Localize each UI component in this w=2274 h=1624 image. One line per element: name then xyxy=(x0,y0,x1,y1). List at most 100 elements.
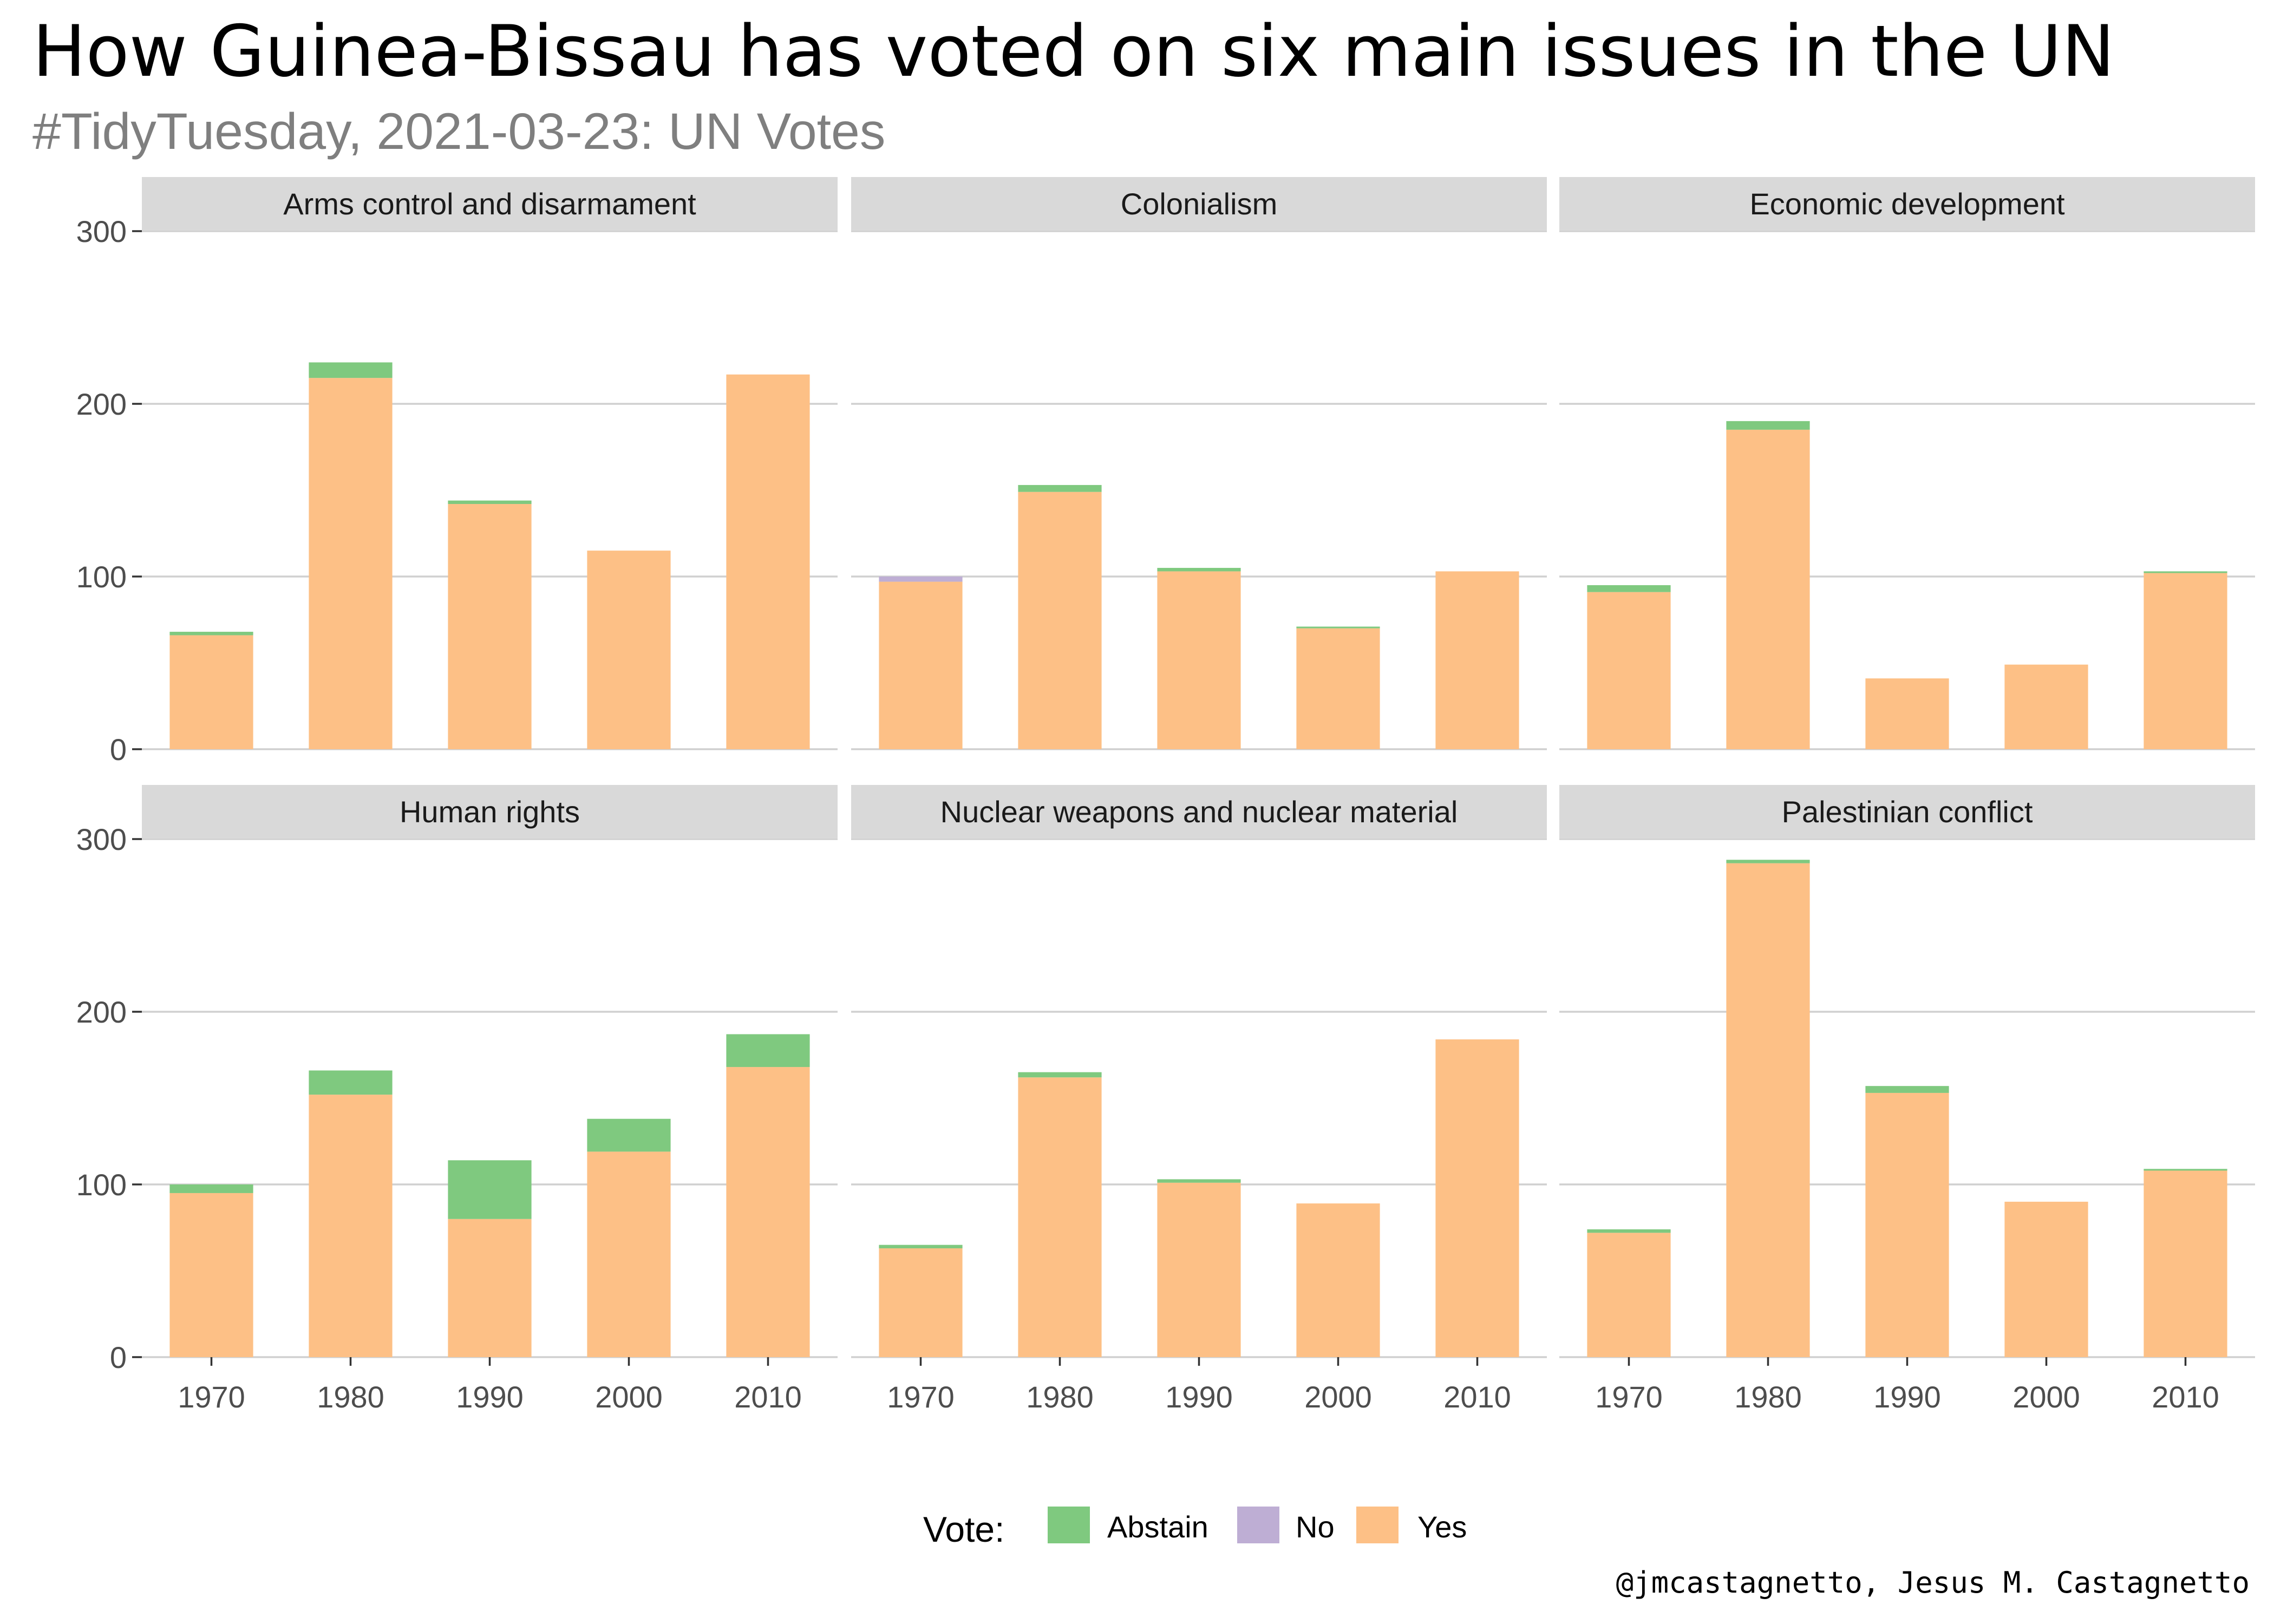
x-tick-label: 1980 xyxy=(1734,1380,1802,1414)
bar-yes xyxy=(2144,573,2227,749)
legend-label-no: No xyxy=(1296,1510,1335,1544)
bar-yes xyxy=(587,1151,671,1357)
bar-yes xyxy=(309,1095,393,1357)
bar-abstain xyxy=(309,1070,393,1095)
facet-title: Palestinian conflict xyxy=(1782,795,2033,829)
bar-yes xyxy=(1435,571,1519,749)
bar-yes xyxy=(1726,863,1810,1357)
bar-yes xyxy=(879,581,963,749)
x-tick-label: 1990 xyxy=(1165,1380,1233,1414)
bar-abstain xyxy=(2144,571,2227,573)
facet-colonialism: Colonialism xyxy=(851,177,1547,750)
bar-yes xyxy=(2004,1201,2088,1357)
x-tick-label: 1980 xyxy=(1026,1380,1094,1414)
bar-abstain xyxy=(169,632,253,636)
bar-abstain xyxy=(1865,1086,1949,1093)
bar-abstain xyxy=(1296,626,1380,628)
facet-arms-control-and-disarmament: Arms control and disarmament 0 100 200 300 xyxy=(76,177,838,767)
facet-strip xyxy=(142,785,838,838)
x-tick-label: 1970 xyxy=(1595,1380,1663,1414)
legend-swatch-yes xyxy=(1356,1507,1399,1543)
facet-human-rights: Human rights 0 100 200 300 1970 1980 1990 2000 20… xyxy=(76,785,838,1414)
bar-abstain xyxy=(2144,1169,2227,1171)
facet-panels: Arms control and disarmament 0 100 200 300 Co… xyxy=(76,177,2255,1414)
bar-yes xyxy=(1157,571,1241,749)
bar-abstain xyxy=(1726,860,1810,863)
x-tick-label: 2010 xyxy=(2152,1380,2219,1414)
bar-yes xyxy=(169,635,253,749)
y-tick-label: 300 xyxy=(76,822,127,856)
y-tick-label: 100 xyxy=(76,1168,127,1202)
bar-yes xyxy=(1157,1182,1241,1357)
facet-nuclear-weapons-and-nuclear-material: Nuclear weapons and nuclear material 1970… xyxy=(851,785,1547,1414)
bar-yes xyxy=(1726,429,1810,749)
bar-abstain xyxy=(169,1184,253,1193)
y-tick-label: 0 xyxy=(110,732,127,767)
bar-no xyxy=(879,577,963,582)
x-tick-label: 2010 xyxy=(1443,1380,1511,1414)
y-tick-label: 100 xyxy=(76,560,127,594)
y-tick-label: 200 xyxy=(76,995,127,1029)
x-tick-label: 2010 xyxy=(734,1380,802,1414)
bar-yes xyxy=(1435,1039,1519,1357)
bar-abstain xyxy=(726,1034,810,1068)
bar-yes xyxy=(1296,1203,1380,1357)
facet-title: Arms control and disarmament xyxy=(283,187,696,221)
bar-abstain xyxy=(448,500,532,505)
bar-yes xyxy=(726,1067,810,1357)
caption: @jmcastagnetto, Jesus M. Castagnetto xyxy=(1616,1566,2250,1600)
facet-strip xyxy=(142,177,838,230)
facet-palestinian-conflict: Palestinian conflict 1970 1980 1990 2000 2010 xyxy=(1559,785,2255,1414)
bar-yes xyxy=(169,1193,253,1357)
bar-abstain xyxy=(1726,421,1810,430)
facet-title: Colonialism xyxy=(1121,187,1277,221)
bar-abstain xyxy=(879,1245,963,1249)
bar-abstain xyxy=(1587,585,1671,592)
facet-economic-development: Economic development xyxy=(1559,177,2255,750)
bar-yes xyxy=(879,1248,963,1357)
facet-strip xyxy=(851,785,1547,838)
legend-swatch-no xyxy=(1237,1507,1279,1543)
x-tick-label: 1970 xyxy=(887,1380,955,1414)
facet-strip xyxy=(1559,785,2255,838)
x-tick-label: 1970 xyxy=(178,1380,245,1414)
bar-yes xyxy=(1865,678,1949,749)
bar-yes xyxy=(587,551,671,749)
bar-yes xyxy=(448,504,532,749)
facet-title: Human rights xyxy=(400,795,580,829)
legend: Vote: Abstain No Yes xyxy=(923,1507,1467,1549)
facet-title: Economic development xyxy=(1749,187,2065,221)
x-tick-label: 2000 xyxy=(2012,1380,2080,1414)
bar-yes xyxy=(1296,628,1380,749)
bar-abstain xyxy=(448,1160,532,1219)
bar-abstain xyxy=(1018,1072,1102,1078)
bar-yes xyxy=(1018,1077,1102,1357)
bar-yes xyxy=(2004,664,2088,749)
x-tick-label: 1990 xyxy=(1873,1380,1941,1414)
y-tick-label: 0 xyxy=(110,1340,127,1374)
legend-label-yes: Yes xyxy=(1417,1510,1467,1544)
legend-title: Vote: xyxy=(923,1509,1004,1549)
facet-strip xyxy=(851,177,1547,230)
y-tick-label: 300 xyxy=(76,214,127,248)
bar-yes xyxy=(1018,492,1102,749)
legend-swatch-abstain xyxy=(1048,1507,1090,1543)
x-tick-label: 1980 xyxy=(317,1380,384,1414)
bar-abstain xyxy=(587,1118,671,1152)
bar-yes xyxy=(448,1219,532,1357)
x-tick-label: 1990 xyxy=(456,1380,524,1414)
facet-strip xyxy=(1559,177,2255,230)
bar-abstain xyxy=(1157,568,1241,572)
legend-label-abstain: Abstain xyxy=(1107,1510,1208,1544)
bar-yes xyxy=(1587,592,1671,749)
bar-yes xyxy=(2144,1170,2227,1357)
bar-abstain xyxy=(309,362,393,378)
bar-abstain xyxy=(1157,1179,1241,1183)
y-tick-label: 200 xyxy=(76,387,127,421)
x-tick-label: 2000 xyxy=(595,1380,663,1414)
bar-yes xyxy=(1587,1233,1671,1357)
bar-yes xyxy=(309,378,393,749)
chart-title: How Guinea-Bissau has voted on six main … xyxy=(32,10,2115,93)
bar-yes xyxy=(1865,1092,1949,1357)
